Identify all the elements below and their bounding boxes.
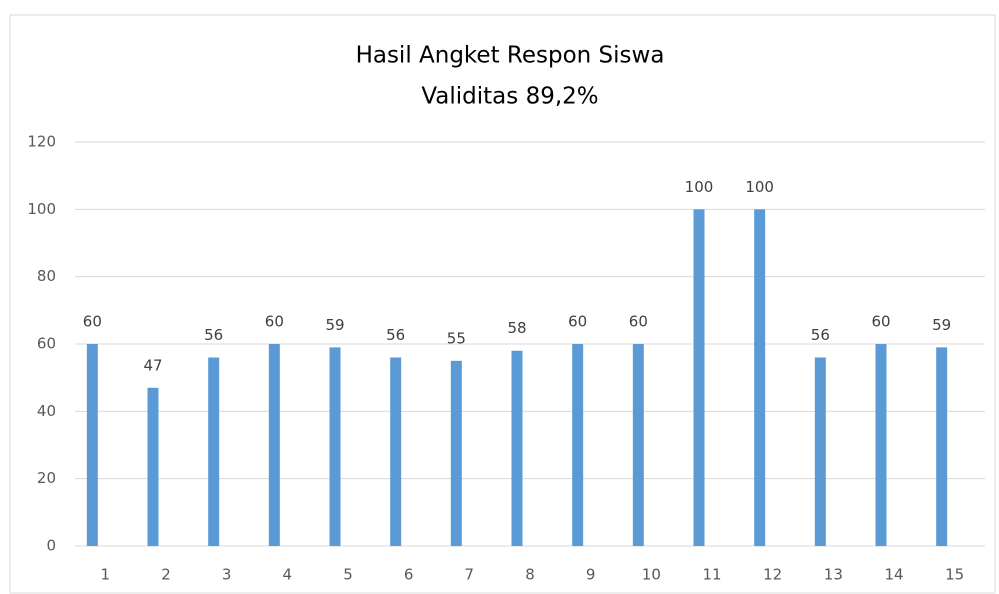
x-tick-label: 14	[884, 566, 903, 584]
data-label: 59	[932, 316, 951, 334]
y-tick-label: 120	[27, 133, 56, 151]
bar	[693, 209, 705, 547]
y-tick-label: 80	[37, 267, 56, 285]
bar	[208, 357, 220, 546]
x-tick-label: 5	[343, 566, 353, 584]
y-tick-label: 0	[46, 537, 56, 555]
bar	[936, 347, 948, 546]
bar	[632, 344, 644, 546]
x-tick-label: 8	[525, 566, 535, 584]
bar	[511, 350, 523, 546]
y-tick-label: 60	[37, 335, 56, 353]
chart-subtitle: Validitas 89,2%	[421, 84, 598, 110]
bar	[754, 209, 766, 547]
x-tick-label: 3	[222, 566, 232, 584]
data-label: 59	[325, 316, 344, 334]
x-tick-label: 7	[465, 566, 475, 584]
data-label: 56	[811, 326, 830, 344]
x-tick-label: 6	[404, 566, 414, 584]
data-label: 55	[447, 329, 466, 347]
data-label: 60	[629, 313, 648, 331]
data-label: 100	[685, 178, 714, 196]
bar	[329, 347, 341, 546]
bar	[450, 360, 462, 546]
bar	[147, 387, 159, 546]
x-tick-label: 4	[283, 566, 293, 584]
data-label: 100	[745, 178, 774, 196]
bar	[572, 344, 584, 546]
data-label: 58	[507, 319, 526, 337]
chart-title: Hasil Angket Respon Siswa	[356, 43, 665, 69]
bar	[875, 344, 887, 546]
x-tick-label: 13	[824, 566, 843, 584]
chart-border	[9, 14, 996, 594]
y-tick-label: 100	[27, 200, 56, 218]
y-tick-label: 20	[37, 469, 56, 487]
bar	[814, 357, 826, 546]
data-label: 56	[204, 326, 223, 344]
bar	[390, 357, 402, 546]
x-tick-label: 15	[945, 566, 964, 584]
x-tick-label: 2	[161, 566, 171, 584]
data-label: 60	[83, 313, 102, 331]
data-label: 60	[568, 313, 587, 331]
bar	[86, 344, 98, 546]
x-tick-label: 10	[642, 566, 661, 584]
data-label: 60	[871, 313, 890, 331]
x-tick-label: 1	[101, 566, 111, 584]
x-tick-label: 11	[702, 566, 721, 584]
y-tick-label: 40	[37, 402, 56, 420]
data-label: 47	[143, 356, 162, 374]
data-label: 60	[265, 313, 284, 331]
x-tick-label: 12	[763, 566, 782, 584]
x-tick-label: 9	[586, 566, 596, 584]
bar	[268, 344, 280, 546]
data-label: 56	[386, 326, 405, 344]
